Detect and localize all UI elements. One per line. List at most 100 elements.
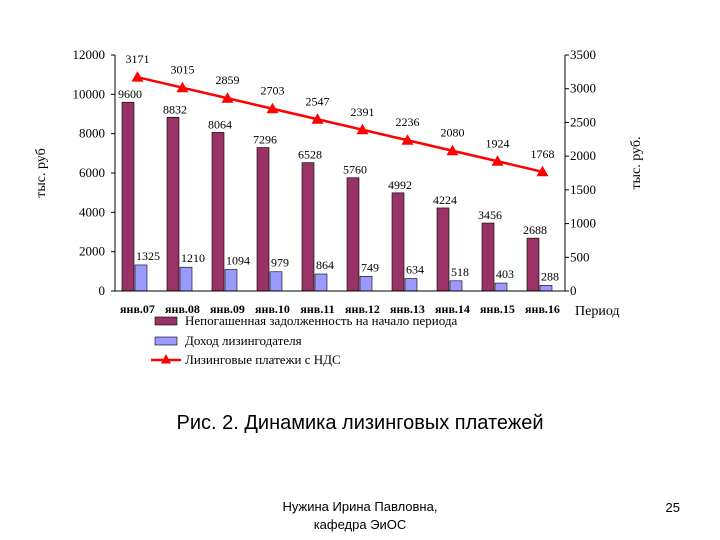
income-data-label: 403 (496, 267, 514, 281)
income-bar (404, 278, 418, 292)
debt-bar (301, 162, 315, 292)
payments-point (536, 165, 549, 177)
page-number: 25 (665, 500, 680, 515)
debt-data-label: 6528 (298, 148, 322, 162)
debt-bar (211, 132, 225, 292)
payment-data-label: 2391 (351, 105, 375, 119)
debt-bar (481, 222, 495, 292)
income-data-label: 288 (541, 269, 559, 283)
right-tick-label: 2500 (570, 114, 596, 129)
payments-line (137, 75, 543, 174)
debt-data-label: 9600 (118, 87, 142, 101)
income-data-label: 864 (316, 258, 334, 272)
debt-bar (526, 237, 540, 292)
payment-data-label: 1924 (486, 136, 510, 150)
right-tick-label: 0 (570, 283, 577, 298)
left-tick-label: 2000 (79, 244, 105, 259)
debt-bar (121, 101, 135, 292)
income-bar (134, 264, 148, 292)
payments-point (221, 92, 234, 103)
income-bar (269, 271, 283, 292)
left-tick-label: 12000 (73, 47, 106, 62)
payments-point (311, 113, 324, 124)
income-data-label: 1325 (136, 249, 160, 263)
payment-data-label: 3171 (126, 52, 150, 66)
income-bar (494, 282, 508, 292)
right-tick-label: 500 (570, 249, 590, 264)
debt-data-label: 3456 (478, 208, 502, 222)
right-tick-label: 3500 (570, 47, 596, 62)
income-bar (359, 275, 373, 292)
payments-point (356, 123, 369, 135)
left-axis-title: тыс. руб (34, 148, 49, 198)
left-tick-label: 0 (99, 283, 106, 298)
payment-data-label: 1768 (531, 147, 555, 161)
debt-data-label: 5760 (343, 163, 367, 177)
income-data-label: 1094 (226, 253, 250, 267)
income-bar (224, 269, 238, 292)
category-label: янв.12 (345, 302, 380, 316)
debt-data-label: 8064 (208, 117, 232, 131)
payment-data-label: 2080 (441, 126, 465, 140)
debt-bar (166, 117, 180, 292)
income-bar (179, 266, 193, 292)
income-data-label: 749 (361, 260, 379, 274)
category-label: янв.11 (300, 302, 334, 316)
legend-payments-label: Лизинговые платежи с НДС (185, 352, 341, 367)
debt-data-label: 4224 (433, 193, 457, 207)
debt-data-label: 7296 (253, 133, 277, 147)
debt-bar (391, 192, 405, 292)
income-bar (449, 280, 463, 292)
legend-debt-label: Непогашенная задолженность на начало пер… (185, 313, 457, 328)
figure-caption: Рис. 2. Динамика лизинговых платежей (176, 412, 544, 434)
department-name: кафедра ЭиОС (313, 517, 407, 532)
payment-data-label: 2547 (306, 94, 330, 108)
right-tick-label: 1500 (570, 182, 596, 197)
payment-data-label: 2236 (396, 115, 420, 129)
payments-point (266, 102, 279, 114)
income-data-label: 518 (451, 265, 469, 279)
category-label: янв.15 (480, 302, 515, 316)
legend-debt-swatch (154, 316, 178, 326)
right-tick-label: 3000 (570, 81, 596, 96)
category-label: янв.13 (390, 302, 425, 316)
payment-data-label: 3015 (171, 63, 195, 77)
x-axis-title: Период (575, 304, 620, 319)
income-data-label: 979 (271, 256, 289, 270)
payments-point (131, 71, 144, 82)
debt-bar (436, 207, 450, 292)
legend-payments-marker (161, 354, 171, 364)
payments-point (176, 81, 189, 93)
left-tick-label: 6000 (79, 165, 105, 180)
payment-data-label: 2703 (261, 84, 285, 98)
category-label: янв.14 (435, 302, 470, 316)
category-label: янв.07 (120, 302, 155, 316)
income-data-label: 1210 (181, 251, 205, 265)
right-tick-label: 2000 (570, 148, 596, 163)
category-label: янв.10 (255, 302, 290, 316)
category-label: янв.08 (165, 302, 200, 316)
debt-data-label: 8832 (163, 102, 187, 116)
income-data-label: 634 (406, 263, 424, 277)
left-tick-label: 8000 (79, 126, 105, 141)
author-name: Нужина Ирина Павловна, (282, 499, 438, 514)
legend-income-swatch (154, 336, 178, 346)
category-label: янв.09 (210, 302, 245, 316)
left-tick-label: 4000 (79, 204, 105, 219)
left-tick-label: 10000 (73, 86, 106, 101)
income-bar (314, 273, 328, 292)
debt-data-label: 4992 (388, 178, 412, 192)
author-footer: Нужина Ирина Павловна, кафедра ЭиОС (225, 498, 495, 534)
debt-bar (256, 147, 270, 292)
debt-bar (346, 177, 360, 292)
right-axis-title: тыс. руб. (629, 137, 644, 190)
chart: 0 2000 4000 6000 8000 10000 12000 0 500 1000 1500 2… (34, 47, 644, 367)
payments-point (491, 155, 504, 166)
right-tick-label: 1000 (570, 216, 596, 231)
income-bar (539, 285, 553, 292)
payments-point (401, 134, 414, 145)
legend-income-label: Доход лизингодателя (185, 333, 302, 348)
debt-data-label: 2688 (523, 223, 547, 237)
payments-point (446, 144, 459, 156)
category-label: янв.16 (525, 302, 560, 316)
